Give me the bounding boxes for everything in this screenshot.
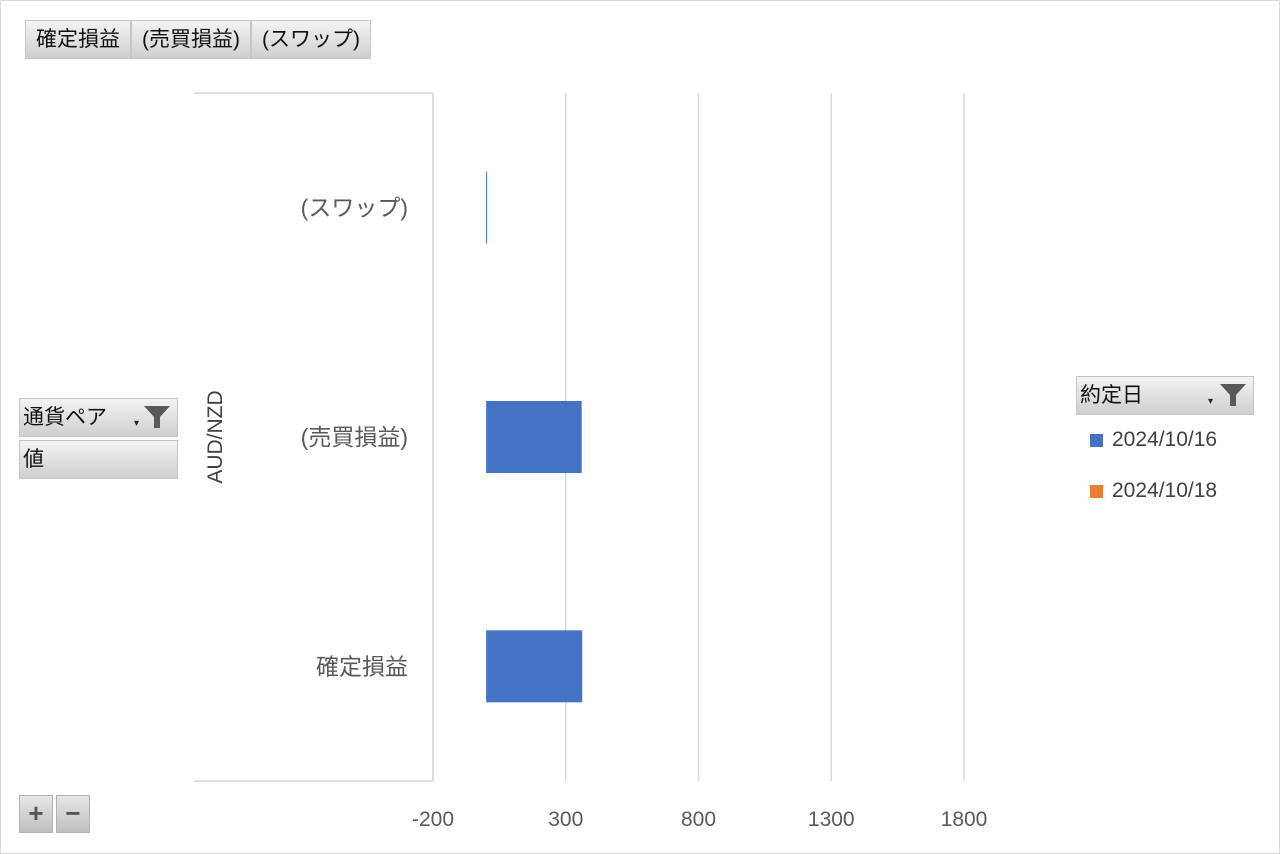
x-axis-ticks: -200 300 800 1300 1800 <box>412 808 987 831</box>
x-tick-label: 1800 <box>941 808 988 831</box>
x-tick-label: 1300 <box>808 808 855 831</box>
bar[interactable] <box>486 630 583 703</box>
filter-icon[interactable] <box>1218 382 1248 408</box>
legend-item-label: 2024/10/16 <box>1112 428 1218 451</box>
legend-field-trade-date-label: 約定日 <box>1080 384 1143 407</box>
row-field-values[interactable]: 値 <box>19 440 178 479</box>
legend-item: 2024/10/16 <box>1090 428 1217 452</box>
category-axis: AUD/NZD <box>194 92 434 782</box>
expand-button[interactable]: + <box>19 795 53 833</box>
bar[interactable] <box>486 171 488 244</box>
row-field-currency-pair-label: 通貨ペア <box>23 406 107 429</box>
collapse-button[interactable]: − <box>56 795 90 833</box>
row-field-values-label: 値 <box>23 448 44 471</box>
chevron-down-icon: ▾ <box>134 418 140 429</box>
legend-field-trade-date[interactable]: 約定日 ▾ <box>1076 376 1254 415</box>
bars <box>486 171 583 703</box>
bar[interactable] <box>486 401 582 473</box>
category-label: 確定損益 <box>316 653 408 679</box>
value-field-realized-pl[interactable]: 確定損益 <box>25 20 131 59</box>
row-field-currency-pair[interactable]: 通貨ペア ▾ <box>19 398 178 437</box>
x-tick-label: -200 <box>412 808 454 831</box>
category-label: (スワップ) <box>301 195 408 221</box>
value-field-swap[interactable]: (スワップ) <box>251 20 371 59</box>
legend-item: 2024/10/18 <box>1090 479 1217 503</box>
legend-swatch <box>1090 433 1103 447</box>
value-field-trade-pl[interactable]: (売買損益) <box>131 20 251 59</box>
legend-item-label: 2024/10/18 <box>1112 479 1218 502</box>
x-tick-label: 800 <box>681 808 716 831</box>
chevron-down-icon: ▾ <box>1208 396 1214 407</box>
group-label: AUD/NZD <box>204 390 227 483</box>
legend-swatch <box>1090 484 1103 498</box>
category-label: (売買損益) <box>301 424 408 450</box>
category-labels: (スワップ) (売買損益) 確定損益 <box>301 195 408 680</box>
x-tick-label: 300 <box>548 808 583 831</box>
filter-icon[interactable] <box>142 404 172 430</box>
value-field-buttons: 確定損益 (売買損益) (スワップ) <box>25 20 371 59</box>
